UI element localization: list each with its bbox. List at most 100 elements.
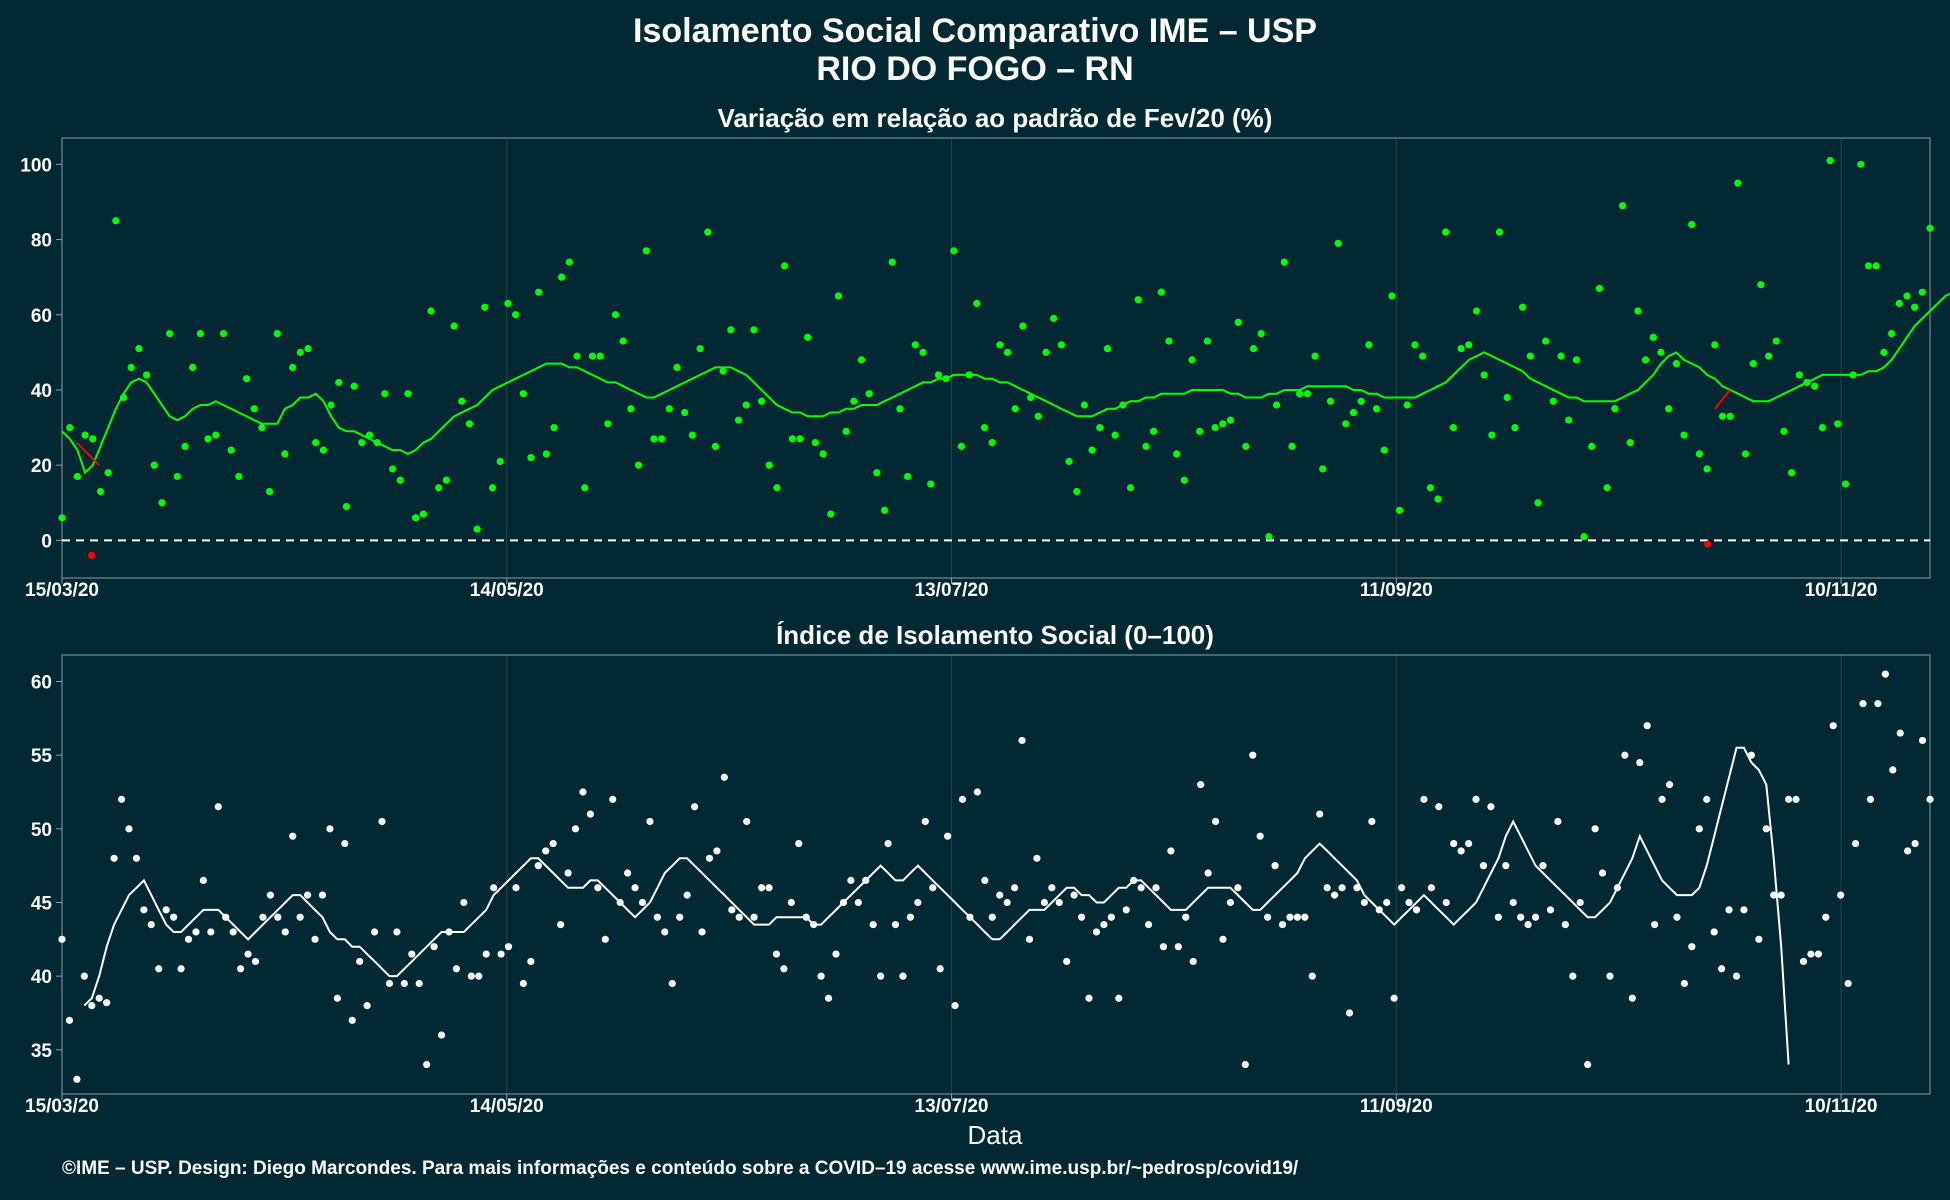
- data-point: [681, 408, 689, 417]
- data-point: [1561, 920, 1569, 929]
- data-point: [899, 972, 907, 980]
- data-point: [95, 994, 103, 1002]
- data-point: [1226, 898, 1235, 907]
- y-tick-label: 40: [31, 381, 52, 402]
- data-point: [996, 341, 1004, 349]
- data-point: [473, 525, 481, 533]
- data-point: [951, 1002, 959, 1010]
- data-point: [1103, 344, 1112, 353]
- data-point: [1695, 825, 1703, 833]
- data-point: [929, 884, 937, 892]
- data-point: [127, 363, 135, 372]
- data-point: [125, 825, 133, 833]
- data-point: [1065, 457, 1073, 466]
- data-point: [1042, 348, 1050, 356]
- data-point: [631, 884, 639, 892]
- data-point: [624, 869, 632, 877]
- data-point: [601, 935, 609, 943]
- data-point: [259, 913, 267, 921]
- bottom-chart-title: Índice de Isolamento Social (0–100): [776, 620, 1214, 650]
- data-point: [1896, 729, 1904, 737]
- data-point: [519, 979, 528, 988]
- x-tick-label: 13/07/20: [915, 580, 989, 600]
- y-tick-label: 20: [31, 456, 52, 477]
- data-point: [1375, 906, 1383, 914]
- data-point: [311, 935, 319, 943]
- data-point: [1788, 469, 1796, 477]
- data-point: [1188, 356, 1196, 364]
- data-point: [757, 884, 766, 892]
- data-point: [296, 913, 304, 921]
- data-point: [235, 472, 243, 481]
- data-point: [356, 957, 364, 966]
- data-point: [1772, 337, 1780, 345]
- data-point: [1725, 906, 1733, 914]
- data-point: [661, 928, 669, 936]
- data-point: [1383, 898, 1391, 907]
- data-point: [1866, 795, 1875, 803]
- data-point: [303, 891, 312, 899]
- data-point: [921, 817, 929, 826]
- data-point: [973, 299, 981, 308]
- data-point: [811, 439, 819, 447]
- data-point: [934, 371, 942, 379]
- data-point: [196, 329, 204, 338]
- data-point: [251, 957, 260, 966]
- data-point: [842, 427, 850, 435]
- data-point: [1703, 795, 1711, 803]
- data-point: [1278, 920, 1287, 929]
- data-point: [1011, 405, 1019, 413]
- data-point: [1807, 950, 1815, 958]
- data-point: [1757, 281, 1765, 289]
- data-point: [1734, 179, 1742, 187]
- data-point: [1189, 957, 1197, 966]
- data-point: [903, 472, 912, 481]
- data-point: [558, 273, 566, 281]
- y-tick-label: 50: [31, 820, 52, 841]
- data-point: [1480, 371, 1488, 379]
- data-point: [511, 311, 520, 319]
- data-point: [750, 326, 758, 334]
- data-point: [1613, 884, 1622, 892]
- data-point: [1673, 913, 1681, 921]
- data-point: [289, 832, 297, 840]
- data-point: [1792, 795, 1800, 803]
- data-point: [177, 965, 185, 973]
- data-point: [150, 461, 158, 469]
- data-point: [1442, 898, 1450, 907]
- data-point: [1159, 943, 1168, 951]
- data-point: [73, 472, 81, 481]
- data-point: [646, 817, 654, 826]
- data-point: [914, 898, 922, 907]
- data-point: [319, 446, 327, 454]
- data-point: [1257, 329, 1265, 338]
- data-point: [1040, 898, 1048, 907]
- data-point: [1296, 390, 1304, 398]
- data-point: [1770, 891, 1778, 899]
- data-point: [616, 898, 624, 907]
- data-point: [222, 913, 230, 921]
- data-point: [142, 371, 151, 379]
- data-point: [1851, 839, 1860, 848]
- data-point: [207, 928, 215, 936]
- data-point: [1100, 920, 1108, 929]
- x-tick-label: 14/05/20: [470, 580, 544, 600]
- data-point: [373, 439, 381, 447]
- data-point: [281, 450, 289, 458]
- data-point: [824, 994, 833, 1002]
- data-point: [1576, 898, 1584, 907]
- data-point: [1546, 906, 1555, 914]
- data-point: [370, 928, 379, 936]
- data-point: [865, 390, 873, 398]
- data-point: [911, 341, 919, 349]
- data-point: [258, 423, 266, 432]
- data-point: [727, 326, 735, 334]
- y-tick-label: 45: [31, 893, 53, 914]
- negative-data-point: [1704, 540, 1712, 548]
- data-point: [1096, 423, 1104, 432]
- data-point: [1911, 303, 1919, 311]
- data-point: [333, 994, 341, 1002]
- data-point: [65, 1016, 74, 1024]
- moving-average-line: [83, 746, 1790, 1065]
- data-point: [884, 839, 892, 848]
